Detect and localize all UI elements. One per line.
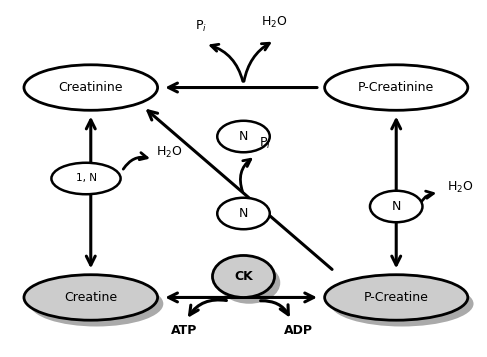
Text: N: N (392, 200, 401, 213)
Text: 1, N: 1, N (75, 174, 96, 183)
Text: H$_2$O: H$_2$O (448, 180, 474, 195)
Ellipse shape (217, 121, 270, 152)
Text: H$_2$O: H$_2$O (156, 145, 183, 160)
Ellipse shape (325, 275, 468, 320)
Text: ATP: ATP (170, 324, 197, 337)
Ellipse shape (52, 163, 121, 194)
Ellipse shape (218, 262, 280, 304)
Text: P-Creatine: P-Creatine (364, 291, 429, 304)
Ellipse shape (330, 281, 473, 327)
Ellipse shape (30, 281, 163, 327)
Ellipse shape (217, 198, 270, 229)
Ellipse shape (212, 256, 275, 297)
Text: N: N (239, 207, 248, 220)
Text: P-Creatinine: P-Creatinine (358, 81, 434, 94)
Ellipse shape (24, 65, 158, 110)
Ellipse shape (24, 275, 158, 320)
Ellipse shape (325, 65, 468, 110)
Ellipse shape (370, 191, 422, 222)
Text: Creatine: Creatine (64, 291, 117, 304)
Text: ADP: ADP (284, 324, 313, 337)
Text: P$_i$: P$_i$ (259, 136, 271, 151)
Text: P$_i$: P$_i$ (194, 19, 206, 34)
Text: N: N (239, 130, 248, 143)
Text: H$_2$O: H$_2$O (261, 15, 288, 30)
Text: Creatinine: Creatinine (58, 81, 123, 94)
Text: CK: CK (234, 270, 253, 283)
